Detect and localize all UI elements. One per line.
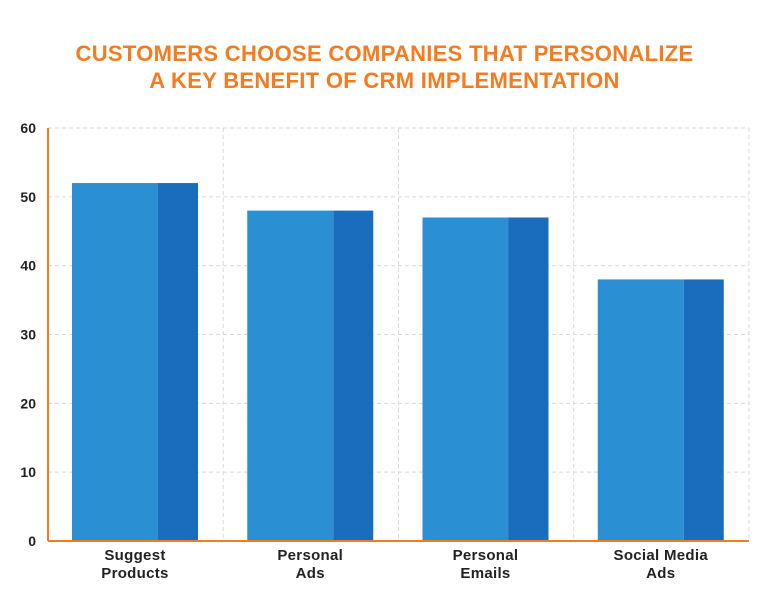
y-tick-labels: 0 10 20 30 40 50 60 bbox=[20, 120, 36, 549]
y-tick-label: 0 bbox=[28, 533, 36, 549]
x-tick-label: Products bbox=[101, 565, 168, 582]
chart-subtitle: A KEY BENEFIT OF CRM IMPLEMENTATION bbox=[149, 68, 620, 93]
bar-side bbox=[508, 217, 549, 541]
x-tick-label: Personal bbox=[277, 547, 343, 564]
bar bbox=[597, 279, 684, 541]
x-tick-label: Ads bbox=[296, 565, 325, 582]
bar-side bbox=[683, 279, 724, 541]
y-tick-label: 40 bbox=[20, 258, 36, 274]
x-tick-label: Emails bbox=[460, 565, 510, 582]
bar bbox=[72, 183, 158, 542]
x-tick-label: Social Media bbox=[614, 547, 709, 564]
x-tick-label: Ads bbox=[646, 565, 675, 582]
axes bbox=[47, 128, 749, 542]
bar bbox=[247, 210, 334, 541]
bar bbox=[422, 217, 509, 541]
chart-title-block: CUSTOMERS CHOOSE COMPANIES THAT PERSONAL… bbox=[0, 40, 769, 94]
y-tick-label: 30 bbox=[20, 327, 36, 343]
bar-side bbox=[333, 210, 374, 541]
x-tick-labels: SuggestProductsPersonalAdsPersonalEmails… bbox=[101, 547, 708, 582]
bar-side bbox=[158, 183, 198, 542]
y-tick-label: 50 bbox=[20, 189, 36, 205]
bars bbox=[72, 183, 724, 542]
y-tick-label: 60 bbox=[20, 120, 36, 136]
chart-title: CUSTOMERS CHOOSE COMPANIES THAT PERSONAL… bbox=[75, 41, 694, 66]
x-tick-label: Personal bbox=[453, 547, 519, 564]
x-tick-label: Suggest bbox=[104, 547, 165, 564]
y-tick-label: 10 bbox=[20, 464, 36, 480]
y-tick-label: 20 bbox=[20, 395, 36, 411]
